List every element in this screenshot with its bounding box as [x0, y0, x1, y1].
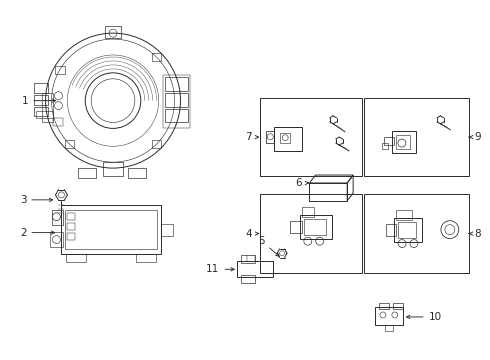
Bar [260, 98, 362, 176]
Text: 3: 3 [20, 195, 53, 205]
Bar [161, 224, 172, 235]
Bar [364, 98, 468, 176]
Bar [163, 75, 191, 129]
Bar [34, 83, 48, 93]
Bar [66, 255, 86, 262]
Bar [384, 137, 394, 145]
Bar [302, 207, 314, 217]
Bar [398, 222, 416, 238]
Bar [34, 107, 48, 117]
Bar [165, 93, 189, 107]
Bar [49, 231, 63, 247]
Bar [42, 93, 53, 122]
Text: 11: 11 [206, 264, 234, 274]
Bar [237, 261, 273, 277]
Bar [290, 221, 302, 233]
Text: 8: 8 [469, 229, 481, 239]
Bar [241, 255, 255, 264]
Bar [55, 66, 65, 74]
Text: 6: 6 [295, 178, 309, 188]
Bar [103, 162, 123, 176]
Bar [386, 224, 396, 235]
Bar [274, 127, 302, 150]
Text: 9: 9 [469, 132, 481, 142]
Bar [304, 219, 326, 235]
Bar [51, 210, 63, 225]
Bar [128, 168, 146, 178]
Bar [382, 143, 388, 149]
Bar [393, 303, 403, 309]
Bar [34, 95, 48, 105]
Bar [364, 194, 468, 273]
Bar [375, 307, 403, 325]
Text: 10: 10 [407, 312, 441, 322]
Text: 2: 2 [20, 228, 55, 238]
Bar [136, 255, 156, 262]
Bar [165, 77, 189, 91]
Bar [310, 183, 347, 201]
Bar [151, 53, 162, 61]
Bar [61, 205, 161, 255]
Bar [151, 140, 162, 148]
Bar [396, 210, 412, 220]
Bar [53, 118, 63, 126]
Bar [165, 109, 189, 122]
Bar [385, 325, 393, 331]
Text: 1: 1 [22, 96, 56, 105]
Bar [260, 194, 362, 273]
Bar [241, 275, 255, 283]
Bar [68, 223, 75, 230]
Bar [78, 168, 96, 178]
Bar [105, 26, 121, 38]
Bar [394, 218, 422, 242]
Bar [36, 111, 53, 118]
Text: 7: 7 [245, 132, 259, 142]
Text: 4: 4 [245, 229, 259, 239]
Bar [392, 131, 416, 153]
Bar [280, 133, 290, 143]
Bar [300, 215, 332, 239]
Text: 5: 5 [258, 236, 279, 256]
Bar [68, 213, 75, 220]
Bar [65, 210, 157, 249]
Bar [379, 303, 389, 309]
Bar [68, 233, 75, 239]
Bar [65, 140, 74, 148]
Bar [396, 135, 410, 149]
